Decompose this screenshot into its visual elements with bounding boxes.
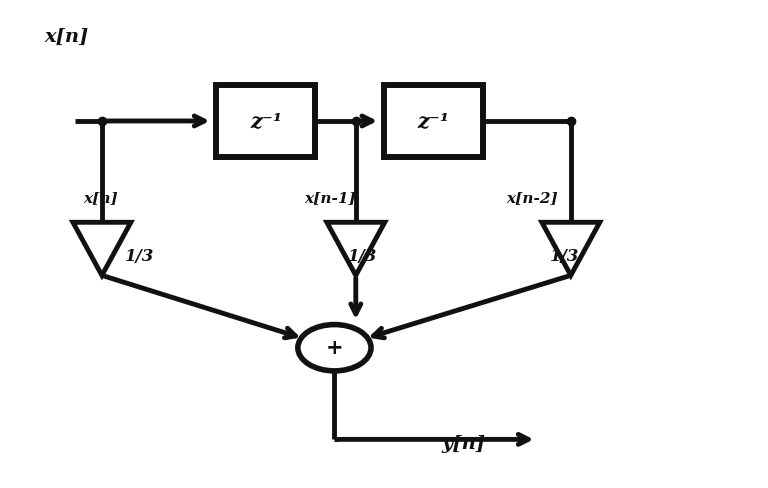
- Text: z⁻¹: z⁻¹: [418, 111, 449, 131]
- Text: x[n]: x[n]: [45, 27, 89, 45]
- Text: x[n]: x[n]: [83, 191, 118, 205]
- Text: 1/3: 1/3: [348, 247, 378, 264]
- FancyBboxPatch shape: [384, 85, 483, 157]
- Text: +: +: [326, 338, 343, 358]
- Text: x[n-1]: x[n-1]: [304, 191, 356, 205]
- FancyBboxPatch shape: [217, 85, 316, 157]
- Text: x[n-2]: x[n-2]: [506, 191, 558, 205]
- Text: z⁻¹: z⁻¹: [250, 111, 282, 131]
- Text: 1/3: 1/3: [124, 247, 154, 264]
- Text: 1/3: 1/3: [550, 247, 580, 264]
- Text: y[n]: y[n]: [441, 435, 485, 453]
